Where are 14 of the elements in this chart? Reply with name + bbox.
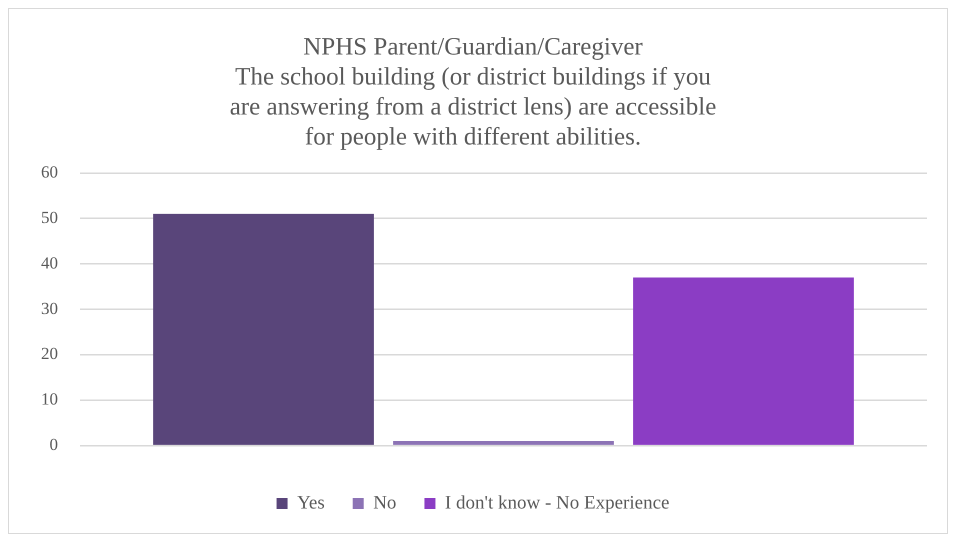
legend-label: Yes: [297, 492, 325, 514]
y-tick-label: 60: [41, 162, 58, 182]
y-tick-label: 10: [41, 390, 58, 409]
bar: [153, 214, 374, 445]
y-tick-label: 20: [41, 344, 58, 364]
chart-title: NPHS Parent/Guardian/Caregiver The school building (or district buildings if you are answering from a district lens) are accessible for people with different abilities.: [230, 34, 716, 151]
y-tick-label: 50: [41, 208, 58, 227]
bar: [393, 441, 614, 445]
bar: [633, 277, 854, 445]
legend-label: No: [373, 492, 396, 514]
y-tick-label: 30: [41, 298, 58, 318]
y-tick-label: 40: [41, 253, 58, 272]
y-tick-label: 0: [50, 435, 58, 454]
legend-label: I don't know - No Experience: [444, 492, 670, 514]
